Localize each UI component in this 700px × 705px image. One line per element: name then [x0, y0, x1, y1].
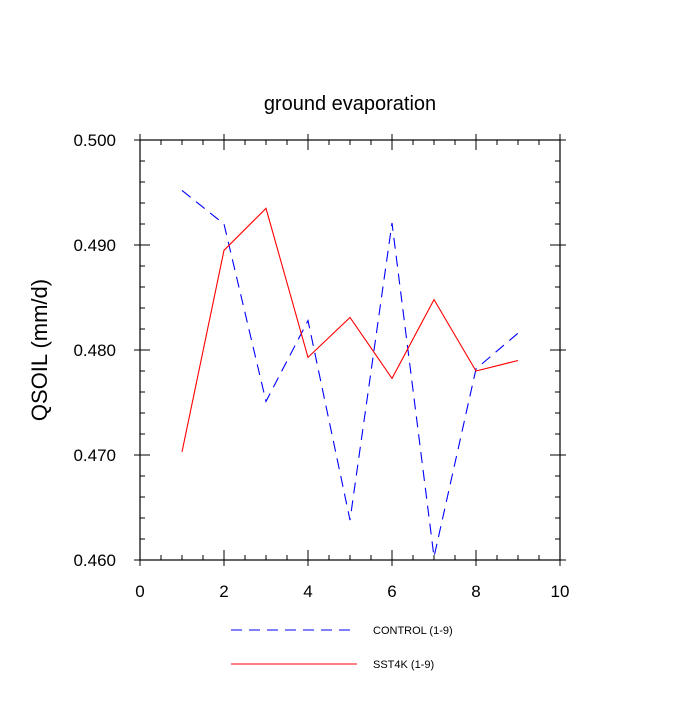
axes: 0 2 4 6 8 10 0.460 0.470 0.480 0.490 0.500 [73, 131, 569, 601]
x-tick-label: 8 [471, 582, 480, 601]
x-tick-label: 6 [387, 582, 396, 601]
legend: CONTROL (1-9) SST4K (1-9) [231, 625, 453, 671]
legend-label-1: SST4K (1-9) [373, 659, 434, 671]
y-axis-label: QSOIL (mm/d) [27, 279, 52, 421]
series-line-1 [181, 207, 519, 453]
y-tick-label: 0.490 [73, 236, 116, 255]
series-line-0 [181, 189, 519, 558]
y-tick-label: 0.480 [73, 341, 116, 360]
chart-title: ground evaporation [264, 93, 436, 115]
y-tick-label: 0.460 [73, 551, 116, 570]
x-tick-label: 10 [551, 582, 570, 601]
x-tick-label: 2 [219, 582, 228, 601]
y-tick-label: 0.470 [73, 446, 116, 465]
x-tick-label: 0 [135, 582, 144, 601]
legend-label-0: CONTROL (1-9) [373, 625, 453, 637]
series-group [181, 189, 519, 558]
y-tick-label: 0.500 [73, 131, 116, 150]
x-tick-label: 4 [303, 582, 312, 601]
